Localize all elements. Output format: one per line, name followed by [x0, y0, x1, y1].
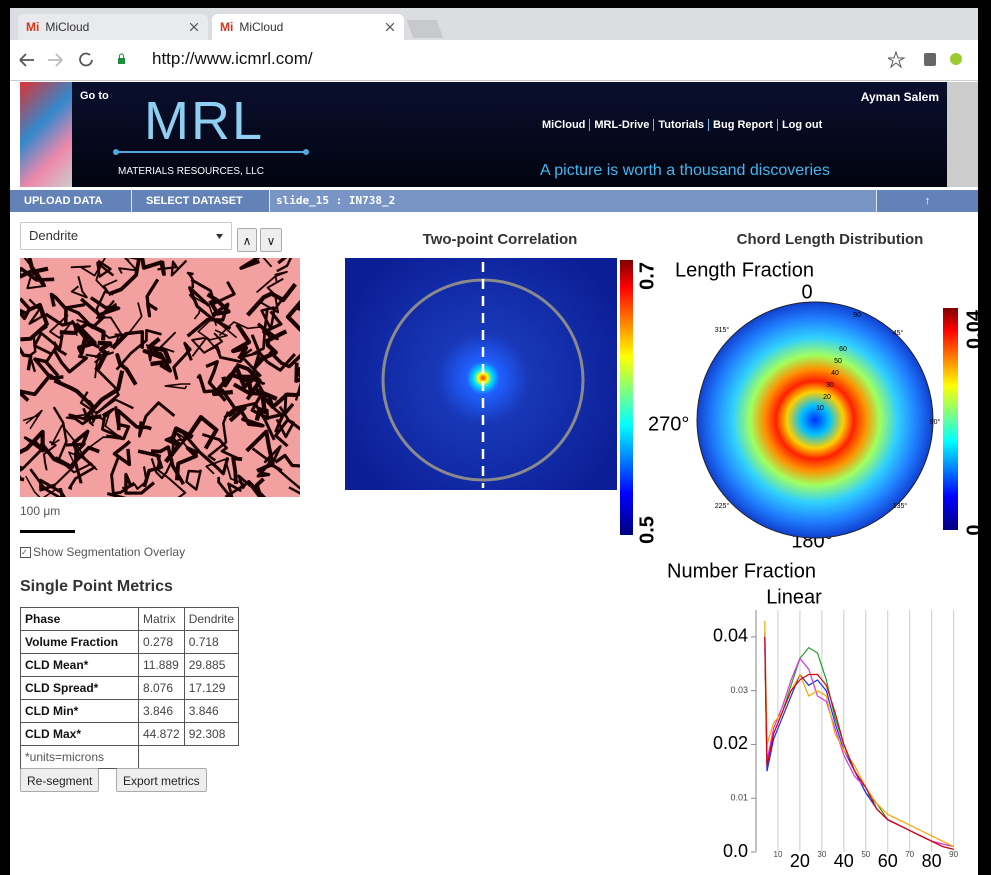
- colorbar-max: 0.7: [636, 262, 658, 290]
- x-tick-label: 70: [905, 850, 914, 859]
- polar-angle-label: 90°: [930, 418, 941, 426]
- two-point-title: Two-point Correlation: [423, 231, 578, 248]
- two-point-map: [345, 258, 617, 490]
- colorbar-max: 0.04: [963, 309, 978, 349]
- polar-radial-label: 20: [823, 394, 831, 401]
- x-tick-label: 90: [949, 850, 958, 859]
- polar-radial-label: 30: [826, 382, 834, 389]
- x-tick-label: 40: [834, 851, 854, 871]
- chart-subtitle: Linear: [766, 586, 822, 608]
- polar-angle-label: 45°: [893, 329, 904, 337]
- x-tick-label: 20: [790, 851, 810, 871]
- y-tick-label: 0.02: [713, 733, 748, 753]
- colorbar: [943, 308, 958, 530]
- angle-label: 0: [801, 281, 812, 303]
- polar-angle-label: 315°: [715, 326, 730, 334]
- chord-title: Chord Length Distribution: [737, 231, 924, 248]
- polar-angle-label: 135°: [893, 502, 908, 510]
- y-tick-label: 0.03: [730, 685, 748, 695]
- y-tick-label: 0.01: [730, 793, 748, 803]
- series-line: [765, 621, 954, 847]
- polar-radial-label: 40: [831, 370, 839, 377]
- polar-radial-label: 50: [834, 358, 842, 365]
- polar-title: Length Fraction: [675, 259, 814, 281]
- x-tick-label: 50: [861, 850, 870, 859]
- series-line: [765, 632, 954, 847]
- colorbar-min: 0: [963, 524, 978, 535]
- y-tick-label: 0.0: [723, 841, 748, 861]
- x-tick-label: 30: [817, 850, 826, 859]
- angle-label: 270°: [648, 413, 689, 435]
- y-tick-label: 0.04: [713, 626, 748, 646]
- series-line: [765, 637, 954, 849]
- polar-radial-label: 90: [853, 312, 861, 319]
- x-tick-label: 80: [922, 851, 942, 871]
- x-tick-label: 10: [774, 850, 783, 859]
- polar-radial-label: 10: [816, 405, 824, 412]
- series-line: [765, 637, 954, 847]
- x-tick-label: 60: [878, 851, 898, 871]
- colorbar-min: 0.5: [636, 516, 658, 544]
- polar-angle-label: 225°: [715, 502, 730, 510]
- figures: Two-point Correlation 0.7 0.5 Chord Leng…: [10, 8, 978, 875]
- polar-radial-label: 60: [839, 346, 847, 353]
- page: {"browser": {"tabs": [{"favicon": "Mi", …: [0, 0, 991, 875]
- chart-title: Number Fraction: [667, 560, 816, 582]
- colorbar: [620, 260, 633, 535]
- browser-window: MiMiCloud MiMiCloud http://www.icmrl.com…: [10, 8, 978, 875]
